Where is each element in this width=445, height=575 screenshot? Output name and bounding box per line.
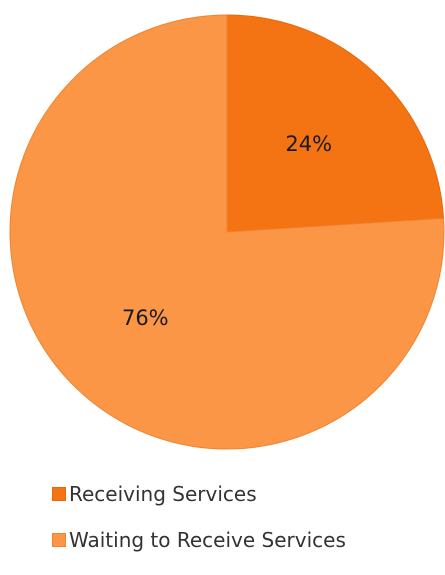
chart-legend: Receiving Services Waiting to Receive Se… bbox=[52, 482, 346, 575]
legend-swatch-receiving-services bbox=[52, 487, 66, 501]
pie-chart: 24% 76% bbox=[9, 14, 445, 450]
legend-item-receiving-services: Receiving Services bbox=[52, 482, 346, 506]
pie-slice-receiving-services bbox=[226, 14, 445, 233]
legend-label-waiting-to-receive-services: Waiting to Receive Services bbox=[69, 528, 346, 552]
data-label-waiting-to-receive-services: 76% bbox=[122, 306, 169, 330]
data-label-receiving-services: 24% bbox=[285, 132, 332, 156]
legend-item-waiting-to-receive-services: Waiting to Receive Services bbox=[52, 528, 346, 552]
legend-swatch-waiting-to-receive-services bbox=[52, 533, 66, 547]
pie-slice-waiting-to-receive-services bbox=[9, 14, 445, 450]
legend-label-receiving-services: Receiving Services bbox=[69, 482, 257, 506]
